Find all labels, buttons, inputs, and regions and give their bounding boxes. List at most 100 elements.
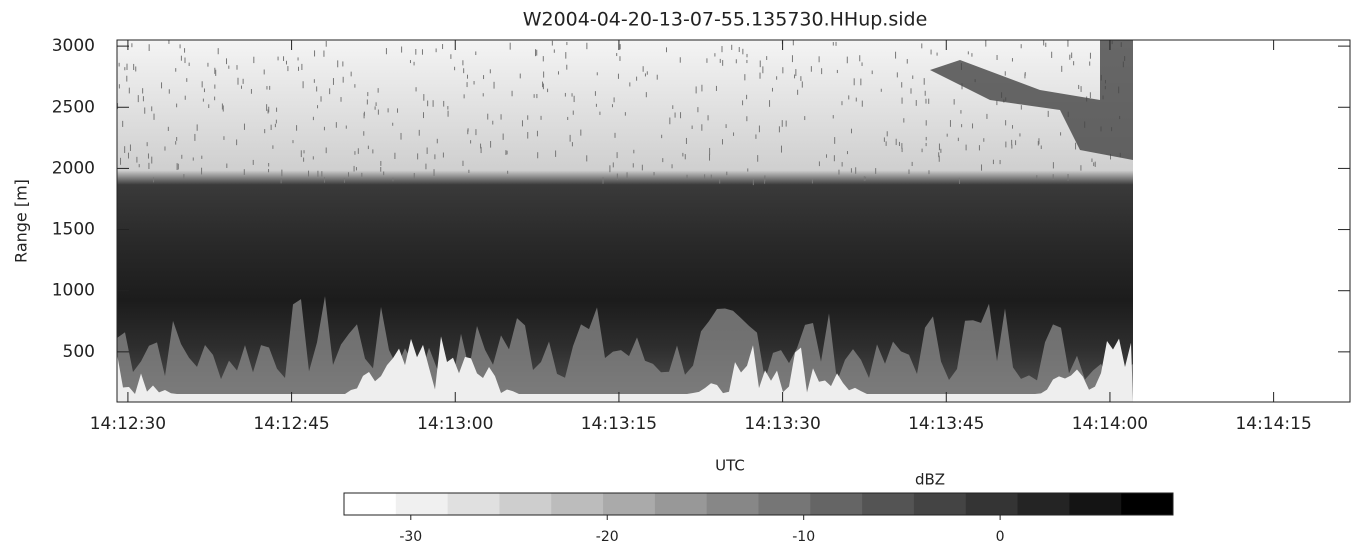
- speckle: [785, 120, 787, 127]
- speckle: [921, 43, 923, 49]
- speckle: [167, 126, 169, 131]
- speckle: [228, 65, 230, 69]
- speckle: [253, 56, 255, 64]
- colorbar-box: [499, 493, 552, 515]
- speckle: [283, 56, 285, 61]
- speckle: [1011, 58, 1013, 62]
- speckle: [536, 130, 538, 137]
- speckle: [161, 82, 163, 89]
- speckle: [911, 161, 913, 167]
- speckle: [415, 49, 417, 55]
- speckle: [781, 120, 783, 127]
- speckle: [240, 85, 242, 89]
- speckle: [821, 68, 823, 75]
- speckle: [243, 123, 245, 130]
- speckle: [252, 159, 254, 165]
- speckle: [841, 162, 843, 167]
- speckle: [709, 153, 711, 161]
- speckle: [949, 120, 951, 127]
- speckle: [725, 124, 727, 129]
- speckle: [274, 123, 276, 128]
- speckle: [978, 145, 980, 151]
- speckle: [795, 69, 797, 76]
- speckle: [1067, 173, 1069, 181]
- speckle: [565, 52, 567, 59]
- speckle: [861, 100, 863, 107]
- speckle: [810, 66, 812, 72]
- speckle: [846, 56, 848, 64]
- speckle: [325, 40, 327, 47]
- speckle: [794, 74, 796, 79]
- speckle: [925, 136, 927, 141]
- speckle: [925, 142, 927, 147]
- x-tick-label: 14:13:15: [581, 414, 657, 434]
- speckle: [1011, 139, 1013, 146]
- speckle: [971, 53, 973, 57]
- speckle: [1020, 105, 1022, 110]
- speckle: [1071, 52, 1073, 59]
- speckle: [961, 83, 963, 90]
- speckle: [752, 178, 754, 186]
- speckle: [885, 141, 887, 146]
- speckle: [778, 126, 780, 133]
- speckle: [958, 177, 960, 184]
- speckle: [1069, 54, 1071, 60]
- speckle: [196, 124, 198, 131]
- speckle: [679, 57, 681, 63]
- speckle: [270, 124, 272, 131]
- speckle: [176, 137, 178, 141]
- speckle: [480, 143, 482, 149]
- speckle: [426, 147, 428, 154]
- speckle: [243, 169, 245, 175]
- speckle: [215, 69, 217, 76]
- speckle: [800, 76, 802, 81]
- speckle: [275, 119, 277, 124]
- speckle: [609, 165, 611, 173]
- colorbar-box: [344, 493, 397, 515]
- speckle: [928, 98, 930, 104]
- speckle: [267, 109, 269, 114]
- y-tick-label: 2500: [52, 97, 95, 117]
- speckle: [500, 114, 502, 120]
- y-tick-label: 1000: [52, 281, 95, 301]
- speckle: [1094, 161, 1096, 167]
- speckle: [791, 55, 793, 63]
- speckle: [374, 106, 376, 110]
- speckle: [214, 84, 216, 89]
- speckle: [276, 107, 278, 112]
- speckle: [938, 152, 940, 158]
- speckle: [208, 104, 210, 109]
- speckle: [596, 72, 598, 76]
- speckle: [287, 66, 289, 72]
- speckle: [519, 73, 521, 79]
- speckle: [1075, 142, 1077, 150]
- speckle: [177, 163, 179, 170]
- speckle: [671, 164, 673, 169]
- speckle: [266, 86, 268, 90]
- speckle: [619, 56, 621, 61]
- speckle: [505, 150, 507, 155]
- speckle: [757, 155, 759, 162]
- speckle: [124, 146, 126, 153]
- speckle: [903, 118, 905, 123]
- speckle: [1067, 40, 1069, 47]
- speckle: [804, 116, 806, 121]
- speckle: [912, 75, 914, 79]
- speckle: [179, 44, 181, 49]
- speckle: [536, 93, 538, 99]
- speckle: [264, 129, 266, 134]
- speckle: [880, 88, 882, 92]
- speckle: [895, 51, 897, 59]
- speckle: [483, 75, 485, 80]
- speckle: [1038, 138, 1040, 145]
- speckle: [901, 97, 903, 104]
- speckle: [415, 87, 417, 92]
- speckle: [898, 141, 900, 146]
- speckle: [571, 142, 573, 147]
- speckle: [316, 86, 318, 92]
- speckle: [906, 59, 908, 64]
- speckle: [443, 100, 445, 107]
- speckle: [938, 143, 940, 151]
- speckle: [923, 78, 925, 85]
- speckle: [466, 74, 468, 79]
